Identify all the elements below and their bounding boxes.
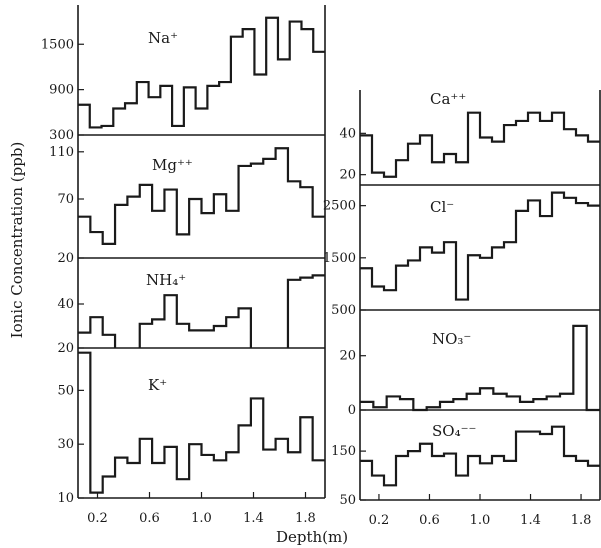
x-tick-label: 1.0 (191, 511, 212, 526)
y-tick-label: 110 (49, 145, 74, 160)
y-tick-label: 40 (339, 126, 356, 141)
panel-left-1: 300 900 1500 Na⁺ (41, 5, 326, 143)
panel-right-1: 20 40 Ca⁺⁺ (339, 90, 601, 186)
series-line-left-3 (78, 274, 325, 348)
panel-title: Mg⁺⁺ (152, 156, 193, 174)
x-tick-label: 0.2 (87, 511, 108, 526)
panel-left-3: 20 40 NH₄⁺ (57, 258, 326, 356)
series-line-right-1 (360, 111, 600, 178)
y-tick-label: 70 (57, 192, 74, 207)
panel-title: Cl⁻ (430, 198, 454, 216)
y-tick-label: 900 (49, 83, 74, 98)
y-tick-label: 30 (57, 437, 74, 452)
series-line-left-4 (78, 351, 325, 494)
x-tick-label: 1.4 (520, 513, 541, 528)
series-line-right-3 (360, 324, 600, 412)
panel-right-4: 50 150 SO₄⁻⁻ (331, 410, 601, 508)
panel-title: SO₄⁻⁻ (432, 422, 476, 440)
y-tick-label: 20 (339, 168, 356, 183)
y-tick-label: 50 (339, 493, 356, 508)
y-tick-label: 50 (57, 383, 74, 398)
series-line-right-2 (360, 191, 600, 301)
x-tick-label: 0.6 (419, 513, 440, 528)
y-tick-label: 0 (348, 403, 356, 418)
panel-left-4: 10 30 50 K⁺ (57, 348, 326, 506)
x-tick-label: 0.6 (139, 511, 160, 526)
x-tick-label: 1.8 (571, 513, 592, 528)
y-tick-label: 500 (331, 303, 356, 318)
x-axis-label: Depth(m) (276, 528, 348, 546)
series-line-left-2 (78, 147, 325, 245)
y-tick-label: 1500 (41, 37, 74, 52)
series-line-left-1 (78, 16, 325, 129)
panel-title: NH₄⁺ (146, 271, 186, 289)
panel-title: Ca⁺⁺ (430, 90, 466, 108)
y-tick-label: 40 (57, 297, 74, 312)
panel-left-2: 20 70 110 Mg⁺⁺ (49, 135, 326, 266)
y-tick-label: 10 (57, 491, 74, 506)
x-tick-label: 1.0 (470, 513, 491, 528)
y-tick-label: 2500 (323, 199, 356, 214)
x-tick-label: 1.4 (243, 511, 264, 526)
panel-title: Na⁺ (148, 29, 178, 47)
y-tick-label: 20 (57, 251, 74, 266)
panel-title: K⁺ (148, 376, 167, 394)
y-axis-label: Ionic Concentration (ppb) (8, 142, 26, 339)
y-tick-label: 20 (57, 341, 74, 356)
x-tick-label: 0.2 (369, 513, 390, 528)
y-tick-label: 150 (331, 444, 356, 459)
y-tick-label: 300 (49, 128, 74, 143)
panel-title: NO₃⁻ (432, 330, 471, 348)
x-tick-label: 1.8 (295, 511, 316, 526)
panel-right-2: 500 1500 2500 Cl⁻ (323, 185, 601, 318)
y-tick-label: 1500 (323, 251, 356, 266)
series-line-right-4 (360, 425, 600, 487)
y-tick-label: 20 (339, 349, 356, 364)
panel-right-3: 0 20 NO₃⁻ (339, 310, 601, 418)
